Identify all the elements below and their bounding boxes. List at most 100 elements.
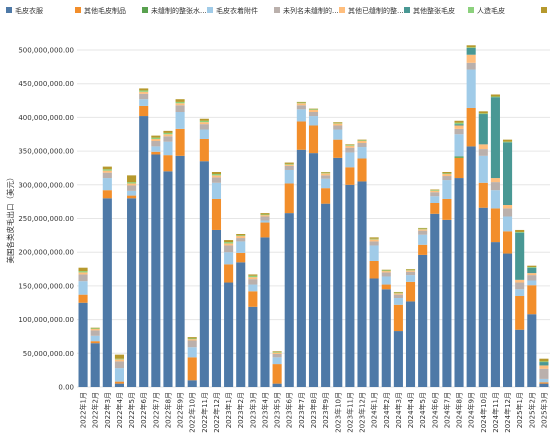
bar-segment-38-9[interactable] xyxy=(527,265,537,268)
bar-segment-1-4[interactable] xyxy=(78,281,88,295)
bar-segment-19-2[interactable] xyxy=(296,121,306,150)
bar-segment-37-5[interactable] xyxy=(515,282,525,290)
bar-segment-21-5[interactable] xyxy=(321,175,331,179)
bar-segment-16-9[interactable] xyxy=(260,213,270,215)
bar-segment-15-2[interactable] xyxy=(248,291,258,307)
bar-segment-22-8[interactable] xyxy=(333,122,343,124)
bar-segment-25-5[interactable] xyxy=(369,241,379,246)
bar-segment-36-2[interactable] xyxy=(503,231,513,254)
bar-segment-37-6[interactable] xyxy=(515,279,525,283)
bar-segment-1-8[interactable] xyxy=(78,271,88,273)
bar-segment-29-1[interactable] xyxy=(418,254,428,387)
bar-segment-13-5[interactable] xyxy=(224,245,234,253)
bar-segment-1-1[interactable] xyxy=(78,302,88,387)
bar-segment-2-1[interactable] xyxy=(90,343,100,387)
bar-segment-5-9[interactable] xyxy=(127,175,137,183)
bar-segment-7-5[interactable] xyxy=(151,140,161,147)
bar-segment-18-8[interactable] xyxy=(284,163,294,165)
bar-segment-18-2[interactable] xyxy=(284,183,294,214)
bar-segment-11-2[interactable] xyxy=(199,138,209,162)
bar-segment-36-1[interactable] xyxy=(503,253,513,387)
bar-segment-23-1[interactable] xyxy=(345,184,355,387)
bar-segment-5-2[interactable] xyxy=(127,195,137,199)
bar-segment-23-9[interactable] xyxy=(345,144,355,146)
bar-segment-35-7[interactable] xyxy=(490,97,500,179)
bar-segment-37-2[interactable] xyxy=(515,296,525,330)
bar-segment-2-2[interactable] xyxy=(90,341,100,344)
bar-segment-37-4[interactable] xyxy=(515,289,525,297)
bar-segment-30-9[interactable] xyxy=(430,189,440,191)
bar-segment-16-4[interactable] xyxy=(260,220,270,223)
bar-segment-24-6[interactable] xyxy=(357,140,367,144)
bar-segment-10-9[interactable] xyxy=(187,337,197,339)
bar-segment-26-8[interactable] xyxy=(381,270,391,272)
bar-segment-10-2[interactable] xyxy=(187,357,197,381)
bar-segment-9-2[interactable] xyxy=(175,128,185,156)
bar-segment-24-8[interactable] xyxy=(357,140,367,141)
bar-segment-20-6[interactable] xyxy=(308,109,319,113)
bar-segment-8-8[interactable] xyxy=(163,132,173,135)
bar-segment-6-2[interactable] xyxy=(139,105,149,117)
bar-segment-2-8[interactable] xyxy=(90,328,100,330)
bar-segment-9-9[interactable] xyxy=(175,99,185,102)
legend-swatch-7[interactable] xyxy=(404,7,410,13)
bar-segment-12-1[interactable] xyxy=(211,229,222,387)
bar-segment-19-1[interactable] xyxy=(296,149,306,387)
bar-stack-23[interactable] xyxy=(345,144,355,387)
bar-segment-4-1[interactable] xyxy=(114,383,124,387)
bar-segment-33-9[interactable] xyxy=(466,45,476,48)
bar-segment-32-8[interactable] xyxy=(454,122,464,125)
bar-segment-10-6[interactable] xyxy=(187,339,197,341)
bar-stack-24[interactable] xyxy=(357,139,367,387)
bar-segment-13-2[interactable] xyxy=(224,264,234,283)
bar-segment-32-2[interactable] xyxy=(454,157,464,179)
bar-stack-35[interactable] xyxy=(490,94,500,387)
bar-stack-25[interactable] xyxy=(369,237,379,387)
bar-segment-15-6[interactable] xyxy=(248,277,258,280)
bar-segment-9-6[interactable] xyxy=(175,103,185,106)
legend-swatch-2[interactable] xyxy=(75,7,81,13)
bar-segment-33-8[interactable] xyxy=(466,47,476,48)
bar-segment-15-8[interactable] xyxy=(248,275,258,278)
bar-stack-31[interactable] xyxy=(442,171,452,387)
bar-segment-29-8[interactable] xyxy=(418,228,428,230)
bar-segment-15-1[interactable] xyxy=(248,306,258,387)
bar-segment-7-4[interactable] xyxy=(151,146,161,152)
bar-segment-30-1[interactable] xyxy=(430,213,440,387)
bar-segment-2-6[interactable] xyxy=(90,329,100,331)
bar-segment-25-1[interactable] xyxy=(369,278,379,387)
bar-segment-37-1[interactable] xyxy=(515,329,525,387)
bar-stack-39[interactable] xyxy=(539,358,549,387)
bar-segment-21-2[interactable] xyxy=(321,188,331,204)
bar-segment-27-9[interactable] xyxy=(393,291,403,293)
bar-segment-17-6[interactable] xyxy=(272,352,282,354)
bar-segment-15-9[interactable] xyxy=(248,274,258,276)
bar-segment-31-9[interactable] xyxy=(442,171,452,174)
bar-segment-32-3[interactable] xyxy=(454,156,464,158)
bar-segment-36-9[interactable] xyxy=(503,139,513,142)
bar-segment-16-5[interactable] xyxy=(260,216,270,221)
bar-segment-5-8[interactable] xyxy=(127,182,137,184)
bar-segment-11-4[interactable] xyxy=(199,129,209,139)
bar-segment-27-2[interactable] xyxy=(393,304,403,332)
bar-segment-10-5[interactable] xyxy=(187,340,197,348)
bar-segment-1-5[interactable] xyxy=(78,274,88,282)
bar-segment-24-4[interactable] xyxy=(357,147,367,159)
bar-stack-26[interactable] xyxy=(381,269,391,387)
bar-segment-24-5[interactable] xyxy=(357,143,367,148)
bar-segment-3-2[interactable] xyxy=(102,190,112,199)
bar-segment-30-2[interactable] xyxy=(430,202,440,214)
bar-segment-37-9[interactable] xyxy=(515,229,525,232)
bar-stack-36[interactable] xyxy=(503,139,513,387)
bar-segment-38-5[interactable] xyxy=(527,275,537,281)
bar-segment-33-1[interactable] xyxy=(466,146,476,387)
bar-segment-13-6[interactable] xyxy=(224,243,234,246)
bar-segment-33-6[interactable] xyxy=(466,54,476,63)
bar-segment-25-8[interactable] xyxy=(369,238,379,240)
bar-segment-22-4[interactable] xyxy=(333,129,343,140)
bar-segment-7-2[interactable] xyxy=(151,151,161,155)
bar-segment-32-6[interactable] xyxy=(454,125,464,129)
bar-segment-29-4[interactable] xyxy=(418,234,428,245)
bar-segment-39-8[interactable] xyxy=(539,361,549,363)
bar-segment-6-4[interactable] xyxy=(139,99,149,106)
